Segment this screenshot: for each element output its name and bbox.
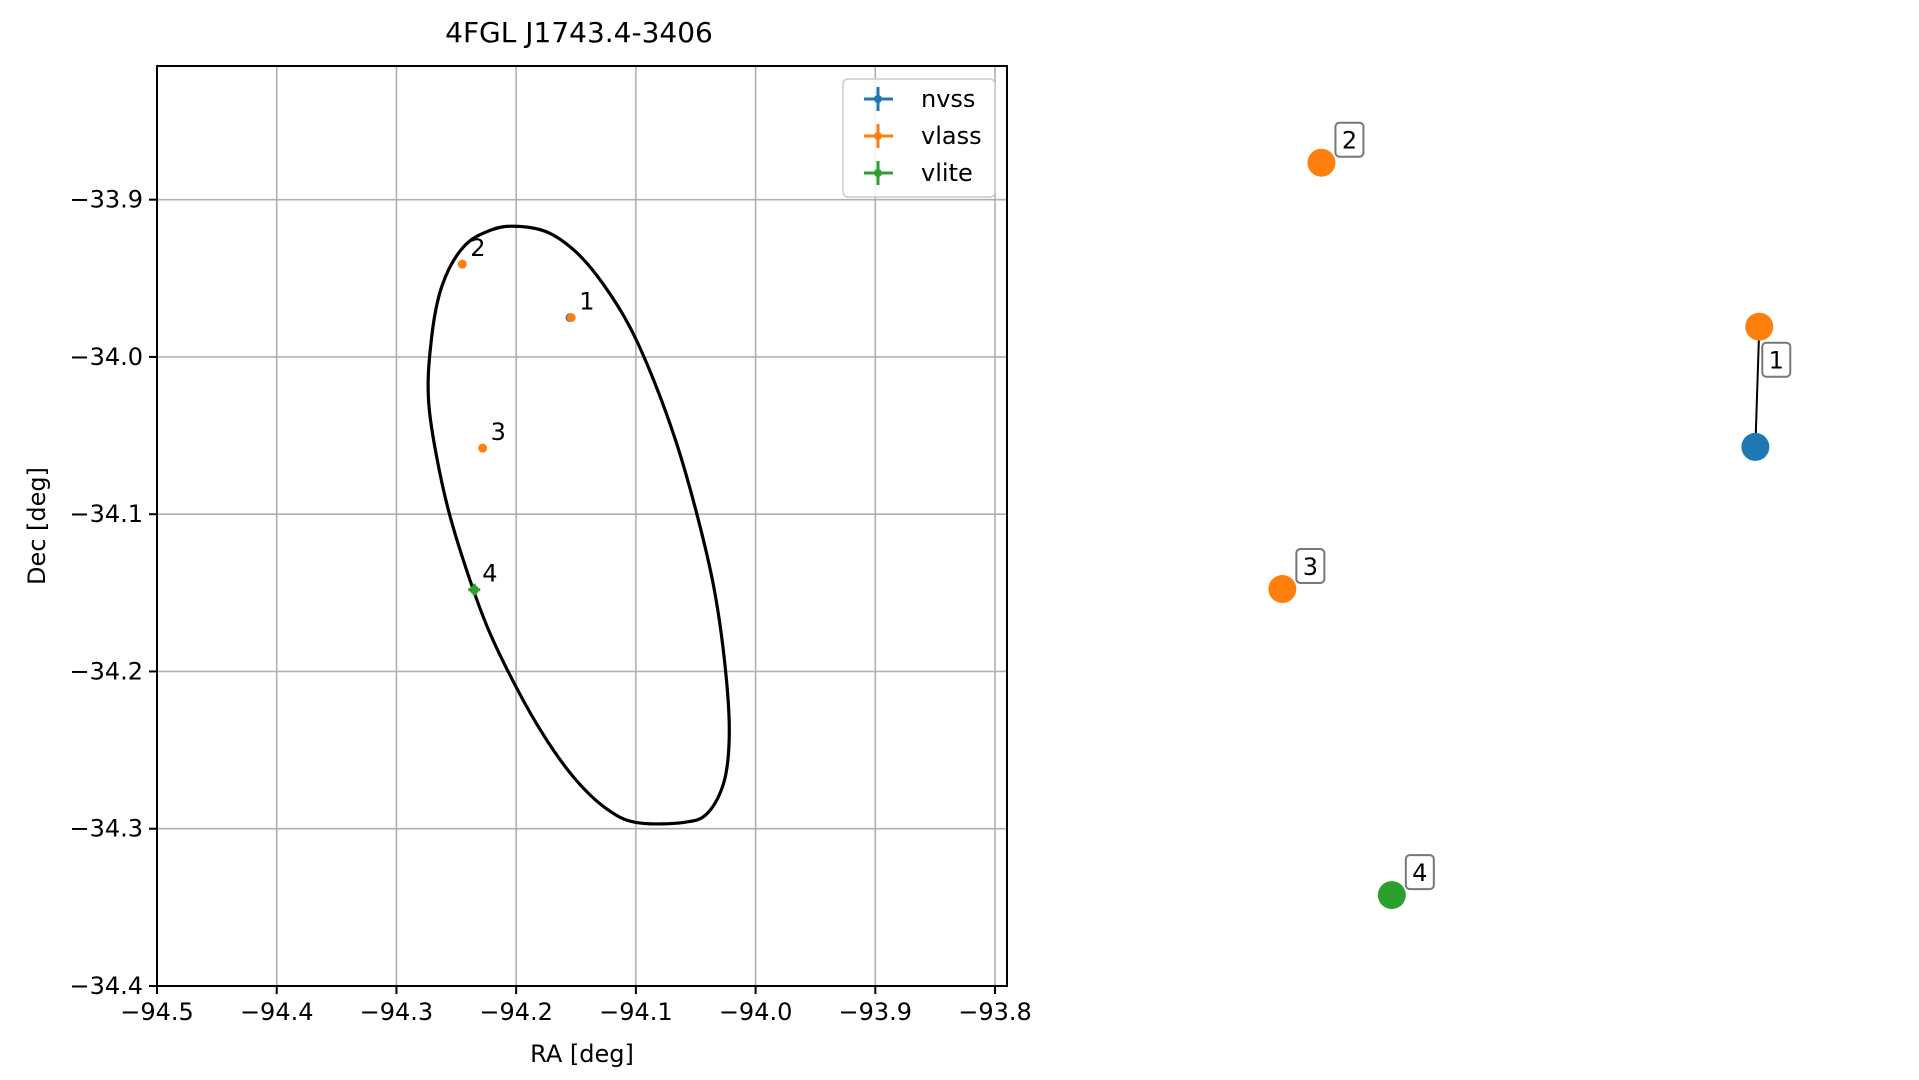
chart-title: 4FGL J1743.4-3406 (445, 16, 713, 49)
legend-label-nvss: nvss (921, 85, 975, 113)
point-label: 1 (579, 288, 594, 316)
legend-label-vlass: vlass (921, 122, 982, 150)
x-tick-label: −94.5 (120, 998, 194, 1026)
x-tick-label: −94.0 (719, 998, 793, 1026)
x-tick-label: −93.8 (958, 998, 1032, 1026)
y-tick-label: −34.4 (69, 972, 143, 1000)
point-vlite-4 (469, 585, 479, 595)
x-tick-label: −94.4 (240, 998, 314, 1026)
legend-box (842, 78, 996, 198)
annotation-box (1295, 548, 1326, 585)
x-tick-label: −94.3 (360, 998, 434, 1026)
y-tick-label: −33.9 (69, 186, 143, 214)
marker-nvss (1741, 432, 1770, 461)
annotation-box (1404, 854, 1435, 891)
plot-area (156, 65, 1008, 987)
marker-vlite-4 (1377, 881, 1406, 910)
y-axis-ticks: −33.9 −34.0 −34.1 −34.2 −34.3 −34.4 (69, 186, 157, 1000)
x-tick-label: −94.1 (599, 998, 673, 1026)
error-ellipse (426, 224, 731, 826)
annotation-label: 2 (1342, 127, 1357, 155)
marker-vlass-2 (1307, 148, 1336, 177)
legend: nvss vlass vlite (842, 78, 996, 198)
y-tick-label: −34.1 (69, 500, 143, 528)
y-axis-label: Dec [deg] (23, 467, 51, 585)
marker-vlass-3 (1268, 575, 1297, 604)
point-vlass-2 (457, 259, 467, 269)
right-plot: 1 2 3 4 (1268, 121, 1792, 910)
legend-item-vlass: vlass (864, 122, 982, 150)
point-vlass-1 (566, 313, 576, 323)
connector-line (1754, 326, 1761, 447)
annotation-label: 3 (1303, 553, 1318, 581)
annotation-box (1334, 121, 1365, 158)
legend-item-nvss: nvss (864, 85, 975, 113)
legend-label-vlite: vlite (921, 159, 973, 187)
x-tick-label: −94.2 (479, 998, 553, 1026)
point-label: 3 (491, 418, 506, 446)
legend-item-vlite: vlite (864, 159, 973, 187)
x-tick-label: −93.9 (839, 998, 913, 1026)
y-tick-label: −34.3 (69, 815, 143, 843)
point-vlass-3 (478, 443, 488, 453)
annotation-label: 4 (1412, 859, 1427, 887)
data-points: 1 2 3 4 (457, 234, 595, 596)
marker-vlass-1 (1745, 312, 1774, 341)
annotation-label: 1 (1769, 347, 1784, 375)
annotation-box (1761, 341, 1792, 378)
x-axis-label: RA [deg] (530, 1040, 634, 1068)
y-tick-label: −34.0 (69, 343, 143, 371)
point-label: 4 (482, 560, 497, 588)
point-label: 2 (470, 234, 485, 262)
x-axis-ticks: −94.5 −94.4 −94.3 −94.2 −94.1 −94.0 −93.9 −93.8 (120, 986, 1032, 1026)
grid (156, 66, 1007, 987)
y-tick-label: −34.2 (69, 657, 143, 685)
